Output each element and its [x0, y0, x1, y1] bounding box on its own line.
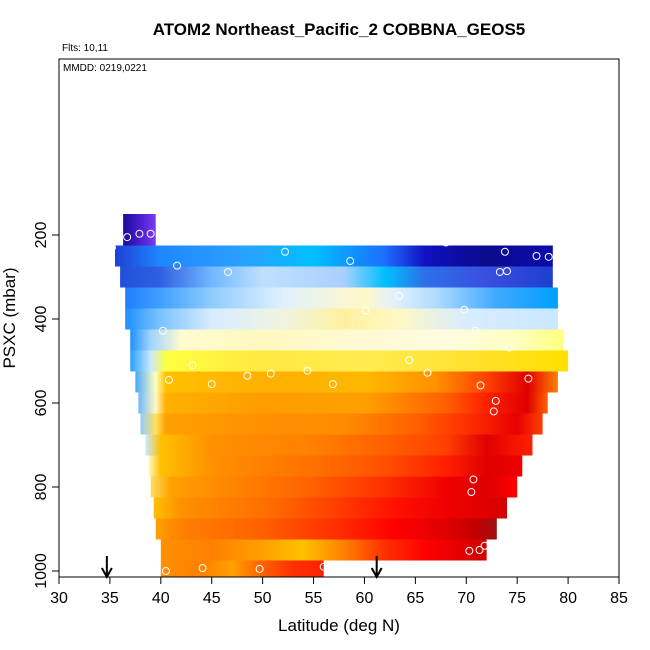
- x-tick-label: 45: [203, 590, 221, 607]
- y-axis: 200 400 600 800 1000: [33, 117, 60, 589]
- observation-point: [475, 546, 484, 554]
- chart-subtitle: Flts: 10,11: [62, 43, 108, 54]
- observation-point: [107, 243, 116, 252]
- heatmap-bands: [115, 214, 569, 577]
- x-tick-label: 70: [457, 590, 475, 607]
- observation-point: [255, 564, 264, 573]
- y-tick-label: 600: [33, 390, 50, 417]
- observation-point: [164, 375, 173, 384]
- x-tick-label: 80: [559, 590, 577, 607]
- observation-point: [524, 374, 533, 383]
- observation-point: [173, 261, 182, 270]
- chart-annotation: MMDD: 0219,0221: [63, 63, 147, 74]
- observation-point: [489, 407, 498, 416]
- observation-point: [303, 366, 312, 375]
- x-tick-label: 35: [101, 590, 119, 607]
- y-tick-label: 800: [33, 474, 50, 501]
- observation-point: [491, 396, 500, 405]
- observation-points: [107, 229, 553, 575]
- heatmap-band: [120, 266, 553, 288]
- observation-point: [467, 488, 476, 497]
- observation-point: [207, 380, 216, 389]
- observation-point: [281, 247, 290, 256]
- heatmap-band: [125, 287, 558, 309]
- heatmap-band: [115, 245, 553, 267]
- observation-point: [319, 562, 328, 571]
- y-tick-label: 400: [33, 306, 50, 333]
- observation-point: [480, 541, 489, 550]
- observation-point: [361, 306, 370, 315]
- y-axis-label: PSXC (mbar): [0, 267, 19, 368]
- x-axis: 30 35 40 45 50 55 60 65 70 75 80 85: [50, 576, 628, 607]
- observation-point: [471, 326, 480, 335]
- observation-point: [135, 229, 144, 238]
- y-tick-label: 200: [33, 222, 50, 249]
- heatmap-band: [130, 329, 564, 351]
- heatmap-band: [140, 413, 543, 435]
- x-tick-label: 55: [305, 590, 323, 607]
- x-tick-label: 60: [356, 590, 374, 607]
- heatmap-band: [138, 392, 548, 414]
- observation-point: [460, 305, 469, 314]
- observation-point: [500, 247, 509, 256]
- observation-point: [266, 369, 275, 378]
- observation-point: [465, 546, 474, 555]
- heatmap-band: [125, 308, 558, 330]
- x-tick-label: 65: [406, 590, 424, 607]
- x-tick-label: 85: [610, 590, 628, 607]
- x-tick-label: 40: [152, 590, 170, 607]
- heatmap-band: [145, 434, 533, 456]
- observation-point: [198, 564, 207, 573]
- observation-point: [346, 257, 355, 266]
- heatmap-band: [153, 497, 507, 519]
- x-tick-label: 50: [254, 590, 272, 607]
- x-tick-label: 75: [508, 590, 526, 607]
- observation-point: [146, 229, 155, 238]
- observation-point: [224, 267, 233, 276]
- heatmap-band: [130, 350, 569, 372]
- heatmap-band: [160, 560, 324, 577]
- heatmap-band: [150, 476, 518, 498]
- heatmap-band: [135, 371, 558, 393]
- x-tick-label: 30: [50, 590, 68, 607]
- observation-point: [395, 291, 404, 300]
- heatmap-band: [160, 539, 487, 561]
- observation-point: [188, 361, 197, 370]
- observation-point: [123, 233, 132, 242]
- y-tick-label: 1000: [33, 553, 50, 589]
- observation-point: [476, 381, 485, 390]
- chart-title: ATOM2 Northeast_Pacific_2 COBBNA_GEOS5: [153, 20, 526, 39]
- observation-point: [532, 252, 541, 260]
- flight-arrow: [100, 556, 113, 580]
- observation-point: [243, 371, 252, 380]
- observation-point: [423, 368, 432, 377]
- observation-point: [503, 267, 511, 276]
- observation-point: [405, 356, 414, 365]
- heatmap-band: [148, 455, 523, 477]
- observation-point: [161, 567, 170, 575]
- observation-point: [441, 238, 450, 247]
- observation-point: [469, 475, 478, 484]
- observation-point: [544, 252, 553, 261]
- observation-point: [328, 380, 337, 389]
- x-axis-label: Latitude (deg N): [278, 616, 400, 635]
- observation-point: [158, 326, 167, 335]
- observation-point: [505, 343, 514, 352]
- heatmap-band: [155, 518, 497, 540]
